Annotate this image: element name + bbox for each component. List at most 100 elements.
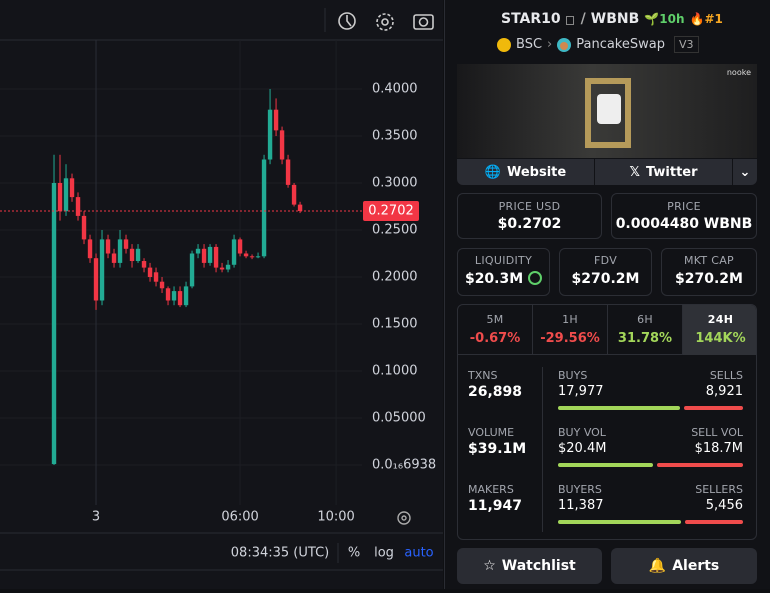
banner-tag: nooke (726, 68, 751, 77)
icon-camera[interactable] (413, 14, 434, 30)
stat-label: BUYS (558, 369, 588, 382)
chevron: › (547, 37, 553, 52)
candle-body (285, 159, 291, 185)
candle-body (165, 288, 171, 301)
value: $20.3M (458, 271, 549, 287)
stat-label: SELLERS (695, 483, 743, 496)
candle-body (261, 159, 267, 257)
candle-body (189, 253, 195, 287)
candle-body (237, 239, 243, 254)
fdv-card: FDV $270.2M (559, 248, 652, 296)
stat-label: SELL VOL (691, 426, 743, 439)
chart: 08:34:35 (UTC) % log auto 0.0₁₆6938 0.050… (0, 8, 443, 571)
period-tab[interactable]: 1H -29.56% (533, 305, 608, 355)
age: 🌱10h (644, 12, 685, 26)
candle-body (51, 183, 57, 465)
value: $270.2M (571, 271, 640, 287)
last-price-label: 0.2702 (368, 204, 414, 219)
chain-icon (497, 37, 511, 52)
sell-ratio-bar (683, 406, 743, 410)
candle-body (63, 178, 69, 212)
label: LIQUIDITY (474, 254, 533, 267)
slash: / (580, 11, 586, 27)
y-tick-label: 0.4000 (372, 82, 418, 97)
period-label: 1H (562, 313, 578, 326)
candle-body (231, 239, 237, 265)
auto-toggle[interactable]: auto (404, 546, 433, 561)
label: PRICE (667, 200, 701, 213)
icon-replay[interactable] (338, 12, 356, 30)
buy-ratio-bar (558, 463, 653, 467)
icon-reset[interactable] (397, 511, 411, 525)
candle-body (153, 272, 159, 282)
chain-row: BSC › PancakeSwap V3 (497, 36, 699, 53)
candle-body (141, 261, 147, 268)
stat-label: BUY VOL (558, 426, 606, 439)
stat-label: BUYERS (558, 483, 602, 496)
stat-label: MAKERS (468, 483, 514, 496)
candle-body (171, 291, 177, 301)
candle-body (291, 184, 297, 205)
period-tab[interactable]: 6H 31.78% (608, 305, 683, 355)
y-tick-label: 0.3000 (372, 176, 418, 191)
candle-body (159, 281, 165, 289)
y-tick-label: 0.2000 (372, 270, 418, 285)
candle-body (147, 267, 153, 277)
candle-body (123, 239, 129, 249)
more-button[interactable]: ⌄ (733, 159, 757, 185)
period-label: 6H (637, 313, 653, 326)
age-text: 10h (659, 12, 685, 26)
website-button[interactable]: 🌐 Website (457, 159, 594, 185)
value: $0.2702 (497, 216, 562, 232)
candle-body (93, 258, 99, 301)
dex-icon (557, 37, 572, 52)
candle-body (213, 246, 219, 268)
candle-body (57, 183, 63, 212)
quote-name: WBNB (590, 11, 640, 27)
period-change: 31.78% (617, 331, 673, 346)
icon-settings[interactable] (376, 13, 394, 31)
period-label: 24H (707, 313, 734, 326)
watchlist-text: Watchlist (501, 558, 576, 574)
candle-body (177, 291, 183, 306)
stat-label: VOLUME (468, 426, 515, 439)
dex: PancakeSwap (576, 37, 665, 52)
log-toggle[interactable]: log (374, 546, 394, 561)
liquidity-card: LIQUIDITY $20.3M (457, 248, 550, 296)
y-tick-label: 0.1500 (372, 317, 418, 332)
percent-toggle[interactable]: % (348, 546, 360, 561)
x-tick-label: 3 (92, 510, 100, 525)
stat-value: $20.4M (558, 441, 607, 456)
y-tick-label: 0.05000 (372, 411, 426, 426)
candle-body (75, 197, 81, 216)
candle-body (87, 239, 93, 259)
watchlist-button[interactable]: ☆ Watchlist (457, 548, 602, 584)
pair-name: STAR10 (501, 11, 561, 27)
candle-body (117, 239, 123, 263)
value-text: $20.3M (464, 271, 524, 287)
period-change: -29.56% (540, 331, 600, 346)
price-usd-card: PRICE USD $0.2702 (457, 193, 602, 239)
stat-label: SELLS (709, 369, 743, 382)
period-tab[interactable]: 5M -0.67% (458, 305, 533, 355)
twitter-button[interactable]: 𝕏 Twitter (595, 159, 732, 185)
period-tab[interactable]: 24H 144K% (683, 305, 756, 355)
pair-row: STAR10 / WBNB 🌱10h 🔥#1 (501, 11, 723, 27)
candle-body (105, 239, 111, 254)
alerts-text: Alerts (672, 558, 720, 574)
y-tick-label: 0.3500 (372, 129, 418, 144)
stat-value: 26,898 (468, 384, 523, 400)
stat-label: TXNS (468, 369, 498, 382)
candle-body (279, 130, 285, 160)
stat-value: 11,387 (558, 498, 604, 513)
candle-body (183, 286, 189, 306)
candle-body (99, 239, 105, 301)
rank: 🔥#1 (689, 12, 723, 26)
banner-frame (585, 78, 631, 148)
copy-icon[interactable] (565, 14, 576, 25)
candle-body (255, 256, 261, 258)
alerts-button[interactable]: 🔔 Alerts (611, 548, 757, 584)
sell-ratio-bar (685, 520, 743, 524)
stat-value: 8,921 (705, 384, 743, 399)
